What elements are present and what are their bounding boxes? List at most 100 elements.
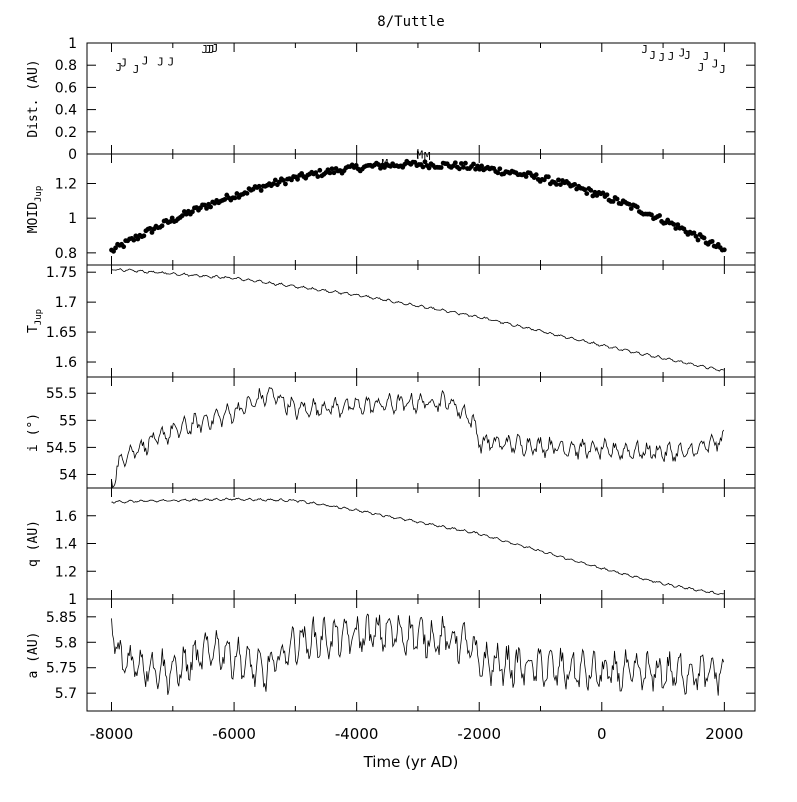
ytick-label-tjup: 1.6 [55,355,77,371]
ytick-label-a: 5.85 [46,610,77,626]
xtick-label: -8000 [90,725,134,743]
moid-point [327,170,333,176]
moid-point [701,235,707,241]
moid-point [600,190,606,196]
ytick-label-incl: 55.5 [46,386,77,402]
ytick-label-dist: 0.4 [55,103,77,119]
moid-point [222,197,228,202]
moid-point [426,165,432,171]
moid-point [657,213,662,218]
moid-point [258,188,264,193]
moid-point [141,233,147,239]
series-line-a [111,613,725,696]
moid-point [709,238,715,244]
moid-point [456,166,462,172]
encounter-marker-j: J [641,43,648,56]
ylabel-tjup: TJup [26,309,44,333]
moid-point [649,212,654,218]
moid-point [234,191,240,196]
moid-point [610,199,616,204]
xtick-label: 2000 [705,725,743,743]
moid-point [281,177,286,183]
moid-point [572,181,578,187]
moid-point [147,225,153,231]
ylabel-incl: i (°) [26,413,41,452]
ytick-label-a: 5.8 [55,635,77,651]
encounter-marker-j: J [212,42,219,55]
moid-point [317,167,323,173]
moid-point [461,164,466,170]
moid-point [169,215,175,221]
moid-point [315,174,321,179]
moid-point [626,201,632,207]
moid-point [695,237,701,243]
moid-point [438,165,444,170]
encounter-marker-j: J [157,55,164,68]
moid-point [420,164,426,170]
moid-point [604,192,610,198]
x-axis-label: Time (yr AD) [363,753,459,771]
encounter-marker-j: J [120,57,127,70]
moid-point [479,163,485,169]
moid-point [272,177,278,183]
encounter-marker-j: J [116,61,123,74]
ylabel-q: q (AU) [26,520,41,567]
moid-point [256,183,262,189]
moid-point [283,181,288,187]
ytick-label-incl: 54.5 [46,440,77,456]
moid-point [634,204,640,210]
ytick-label-incl: 54 [59,467,77,483]
moid-point [588,187,594,193]
moid-point [452,160,458,166]
moid-point [121,244,127,250]
encounter-marker-j: J [712,58,719,71]
moid-point [614,196,620,202]
ytick-label-q: 1.2 [55,564,77,580]
moid-point [353,163,359,168]
ytick-label-tjup: 1.65 [46,325,77,341]
moid-point [533,172,539,178]
encounter-marker-j: J [201,43,208,56]
moid-point [523,174,529,179]
encounter-marker-j: J [142,54,149,67]
ylabel-dist: Dist. (AU) [26,59,41,137]
moid-point [313,170,319,176]
encounter-marker-j: J [719,63,726,76]
moid-point [554,182,559,187]
moid-point [582,187,588,193]
moid-point [463,160,468,166]
encounter-marker-j: J [679,47,686,60]
moid-point [590,193,596,199]
ytick-label-dist: 0.2 [55,125,77,141]
moid-point [190,209,195,215]
moid-point [244,190,250,196]
encounter-marker-j: J [659,51,666,64]
moid-point [208,204,214,210]
moid-point [159,223,165,229]
moid-point [179,213,185,219]
moid-point [675,222,681,228]
moid-point [558,182,563,187]
moid-point [671,221,677,227]
series-line-incl [111,387,725,488]
encounter-marker-j: J [168,55,175,68]
ytick-label-a: 5.75 [46,661,77,677]
moid-point [376,162,381,167]
moid-point [628,206,634,211]
moid-point [131,237,137,243]
moid-point [232,195,238,201]
series-line-q [111,497,724,595]
ytick-label-dist: 0.6 [55,80,77,96]
moid-point [204,205,209,211]
xtick-label: -2000 [457,725,501,743]
panel-frame-tjup [86,264,756,378]
ytick-label-tjup: 1.7 [55,295,77,311]
ytick-label-dist: 0.8 [55,58,77,74]
moid-point [693,233,699,239]
moid-point [135,236,141,242]
moid-point [471,161,476,167]
encounter-marker-j: J [703,50,710,63]
moid-point [422,159,428,165]
